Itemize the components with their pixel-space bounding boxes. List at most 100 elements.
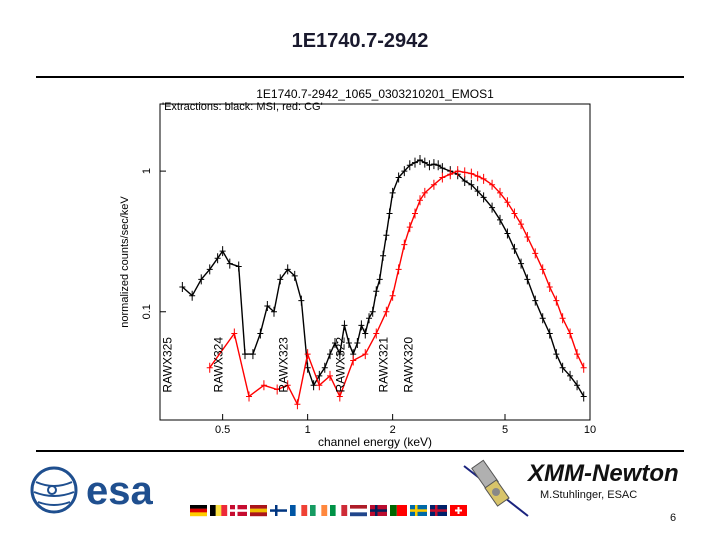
data-point xyxy=(430,159,437,170)
data-point xyxy=(553,349,560,360)
data-point xyxy=(539,264,546,275)
flag-dk-icon xyxy=(230,505,247,516)
data-point xyxy=(376,274,383,285)
x-tick-label: 10 xyxy=(584,424,596,436)
data-point xyxy=(277,274,284,285)
data-point xyxy=(219,246,226,257)
y-tick-label: 0.1 xyxy=(141,304,153,319)
data-point xyxy=(580,362,587,373)
data-point xyxy=(447,169,454,180)
data-point xyxy=(332,337,339,348)
data-point xyxy=(326,349,333,360)
series-1 xyxy=(206,166,587,410)
data-point xyxy=(421,187,428,198)
data-point xyxy=(511,243,518,254)
data-point xyxy=(439,172,446,183)
data-point xyxy=(511,208,518,219)
data-point xyxy=(298,295,305,306)
data-point xyxy=(395,172,402,183)
data-point xyxy=(226,258,233,269)
data-point xyxy=(468,179,475,190)
data-point xyxy=(246,391,253,402)
data-point xyxy=(430,179,437,190)
data-point xyxy=(383,230,390,241)
rawx-label: RAWX325 xyxy=(161,337,175,393)
rawx-label: RAWX321 xyxy=(377,337,391,393)
data-point xyxy=(518,219,525,230)
data-point xyxy=(417,154,424,165)
data-point xyxy=(260,380,267,391)
plot-frame xyxy=(159,103,591,421)
data-point xyxy=(489,179,496,190)
data-point xyxy=(231,328,238,339)
data-point xyxy=(496,187,503,198)
data-point xyxy=(411,208,418,219)
flag-gb-icon xyxy=(430,505,447,516)
data-point xyxy=(354,337,361,348)
data-point xyxy=(316,370,323,381)
data-point xyxy=(480,192,487,203)
data-point xyxy=(383,306,390,317)
x-tick-label: 0.5 xyxy=(215,424,230,436)
data-point xyxy=(291,270,298,281)
x-tick-label: 5 xyxy=(502,424,508,436)
data-point xyxy=(336,349,343,360)
data-point xyxy=(310,380,317,391)
flag-no-icon xyxy=(370,505,387,516)
data-point xyxy=(366,313,373,324)
data-point xyxy=(454,166,461,177)
data-point xyxy=(567,370,574,381)
rawx-label: RAWX322 xyxy=(333,337,347,393)
data-point xyxy=(411,157,418,168)
x-tick-label: 1 xyxy=(305,424,311,436)
data-point xyxy=(474,171,481,182)
data-point xyxy=(389,290,396,301)
data-point xyxy=(362,349,369,360)
bottom-rule xyxy=(36,450,684,452)
spectrum-chart: 1E1740.7-2942_1065_0303210201_EMOS1 'Ext… xyxy=(119,87,596,449)
data-point xyxy=(559,362,566,373)
series-line xyxy=(209,170,585,407)
data-point xyxy=(304,362,311,373)
data-point xyxy=(524,274,531,285)
flag-pt-icon xyxy=(390,505,407,516)
data-point xyxy=(580,391,587,402)
data-point xyxy=(401,166,408,177)
flag-fr-icon xyxy=(290,505,308,516)
data-point xyxy=(426,160,433,171)
data-point xyxy=(567,328,574,339)
data-point xyxy=(532,295,539,306)
author-credit: M.Stuhlinger, ESAC xyxy=(540,489,638,501)
page-number: 6 xyxy=(670,512,677,524)
data-point xyxy=(336,391,343,402)
esa-wordmark: esa xyxy=(86,469,153,513)
data-point xyxy=(294,399,301,410)
flag-ch-icon xyxy=(450,505,467,516)
data-point xyxy=(380,250,387,261)
mission-name: XMM-Newton xyxy=(528,460,679,487)
data-point xyxy=(206,362,213,373)
x-axis: 0.5 1 2 5 10 xyxy=(215,414,596,436)
x-tick-label: 2 xyxy=(390,424,396,436)
y-tick-label: 1 xyxy=(141,168,153,174)
chart-subtitle: 'Extractions: black: MSI, red: CG' xyxy=(162,101,323,113)
data-point xyxy=(264,300,271,311)
data-point xyxy=(574,349,581,360)
data-point xyxy=(241,349,248,360)
y-axis-label: normalized counts/sec/keV xyxy=(119,196,131,328)
x-axis-label: channel energy (keV) xyxy=(318,435,432,449)
data-point xyxy=(496,214,503,225)
data-point xyxy=(395,264,402,275)
data-point xyxy=(524,232,531,243)
data-point xyxy=(574,380,581,391)
data-point xyxy=(489,202,496,213)
y-axis: 0.11 xyxy=(141,168,166,319)
flag-nl-icon xyxy=(350,505,367,517)
data-point xyxy=(206,264,213,275)
chart-title: 1E1740.7-2942_1065_0303210201_EMOS1 xyxy=(256,87,494,101)
data-point xyxy=(417,195,424,206)
data-point xyxy=(316,380,323,391)
data-point xyxy=(249,349,256,360)
series-0 xyxy=(179,154,587,402)
data-point xyxy=(504,197,511,208)
